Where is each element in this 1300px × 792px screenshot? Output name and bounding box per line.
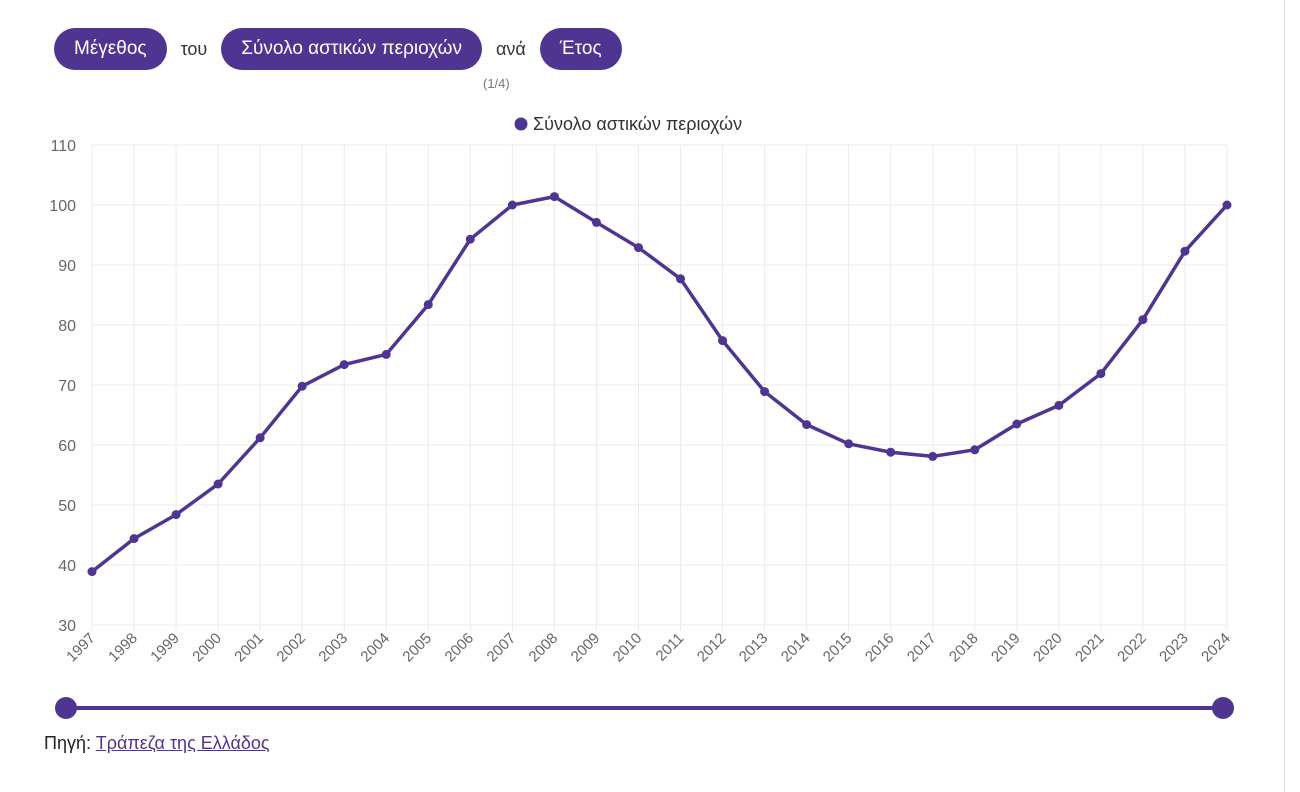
data-point xyxy=(591,217,601,227)
x-tick-label: 2018 xyxy=(946,630,982,666)
data-point xyxy=(802,420,812,430)
data-point xyxy=(676,274,686,284)
y-tick-label: 100 xyxy=(49,198,76,215)
data-point xyxy=(423,300,433,310)
legend-marker xyxy=(514,117,528,131)
data-point xyxy=(1096,369,1106,379)
data-point xyxy=(339,360,349,370)
data-point xyxy=(760,387,770,397)
data-point xyxy=(844,439,854,449)
x-tick-label: 2014 xyxy=(778,630,814,666)
connector-text-by: ανά xyxy=(495,38,526,59)
data-point xyxy=(633,243,643,253)
y-tick-label: 70 xyxy=(58,378,76,395)
source-line: Πηγή: Τράπεζα της Ελλάδος xyxy=(44,733,270,754)
x-tick-label: 2024 xyxy=(1198,630,1234,666)
data-point xyxy=(255,433,265,443)
x-tick-label: 2017 xyxy=(904,630,940,666)
area-select-button[interactable]: Σύνολο αστικών περιοχών xyxy=(221,28,482,70)
x-tick-label: 2007 xyxy=(484,630,520,666)
x-tick-label: 2000 xyxy=(189,630,225,666)
panel-border xyxy=(1284,0,1285,792)
y-tick-label: 50 xyxy=(58,498,76,515)
data-point xyxy=(213,479,223,489)
x-tick-label: 2010 xyxy=(610,630,646,666)
x-tick-label: 2009 xyxy=(568,630,604,666)
data-point xyxy=(970,445,980,455)
y-tick-label: 110 xyxy=(50,138,76,155)
x-tick-label: 2008 xyxy=(526,630,562,666)
data-point xyxy=(129,534,139,544)
data-point xyxy=(1180,246,1190,256)
x-tick-label: 2005 xyxy=(400,630,436,666)
data-point xyxy=(507,200,517,210)
data-point xyxy=(1138,315,1148,325)
x-tick-label: 2002 xyxy=(273,630,309,666)
x-tick-label: 2011 xyxy=(653,630,688,665)
data-point xyxy=(928,451,938,461)
x-tick-label: 2022 xyxy=(1114,630,1150,666)
dimension-select-button[interactable]: Έτος xyxy=(539,28,622,70)
x-tick-label: 2012 xyxy=(694,630,730,666)
range-slider-start-handle[interactable] xyxy=(55,697,77,719)
connector-text-of: του xyxy=(180,38,208,59)
series-line xyxy=(90,194,1229,574)
y-tick-label: 30 xyxy=(58,618,76,635)
data-point xyxy=(87,567,97,577)
data-point xyxy=(465,234,475,244)
y-tick-label: 80 xyxy=(58,318,76,335)
y-tick-label: 90 xyxy=(58,258,76,275)
y-tick-label: 60 xyxy=(58,438,76,455)
x-tick-label: 1999 xyxy=(147,630,183,666)
x-tick-label: 2004 xyxy=(357,630,393,666)
x-tick-label: 2023 xyxy=(1156,630,1192,666)
x-tick-label: 2021 xyxy=(1072,630,1108,666)
legend-label: Σύνολο αστικών περιοχών xyxy=(533,114,742,134)
measure-select-button[interactable]: Μέγεθος xyxy=(54,28,167,70)
chart-controls: Μέγεθος του Σύνολο αστικών περιοχών ανά … xyxy=(54,28,622,70)
x-tick-label: 2006 xyxy=(442,630,478,666)
x-tick-label: 1998 xyxy=(105,630,141,666)
x-tick-label: 2003 xyxy=(315,630,351,666)
data-point xyxy=(171,510,181,520)
x-tick-label: 2016 xyxy=(862,630,898,666)
data-point xyxy=(549,192,559,202)
y-tick-label: 40 xyxy=(58,558,76,575)
x-tick-label: 2019 xyxy=(988,630,1024,666)
source-link[interactable]: Τράπεζα της Ελλάδος xyxy=(95,733,270,753)
data-point xyxy=(1054,400,1064,410)
source-label: Πηγή: xyxy=(44,733,92,753)
x-tick-label: 1997 xyxy=(63,630,99,666)
line-chart: 30 40 50 60 70 80 90 100 110 1997 1998 1999 2000 2001… xyxy=(49,114,1234,666)
x-tick-label: 2013 xyxy=(736,630,772,666)
x-tick-label: 2001 xyxy=(231,630,267,666)
data-point xyxy=(886,447,896,457)
data-point xyxy=(718,336,728,346)
x-tick-label: 2020 xyxy=(1030,630,1066,666)
data-point xyxy=(381,349,391,359)
x-tick-label: 2015 xyxy=(820,630,856,666)
data-point xyxy=(1012,419,1022,429)
range-slider-track[interactable] xyxy=(66,706,1224,710)
data-point xyxy=(297,381,307,391)
series-page-indicator: (1/4) xyxy=(483,76,510,91)
range-slider-end-handle[interactable] xyxy=(1212,697,1234,719)
data-point xyxy=(1222,200,1232,210)
